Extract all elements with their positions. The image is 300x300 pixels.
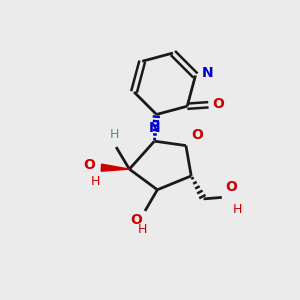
Text: O: O xyxy=(191,128,203,142)
Text: H: H xyxy=(138,223,147,236)
Text: O: O xyxy=(130,213,142,227)
Text: O: O xyxy=(212,97,224,111)
Text: N: N xyxy=(149,121,161,135)
Text: H: H xyxy=(233,203,242,216)
Text: O: O xyxy=(83,158,95,172)
Text: H: H xyxy=(110,128,119,141)
Text: H: H xyxy=(90,175,100,188)
Polygon shape xyxy=(101,164,129,171)
Text: O: O xyxy=(226,180,238,194)
Text: N: N xyxy=(202,66,214,80)
